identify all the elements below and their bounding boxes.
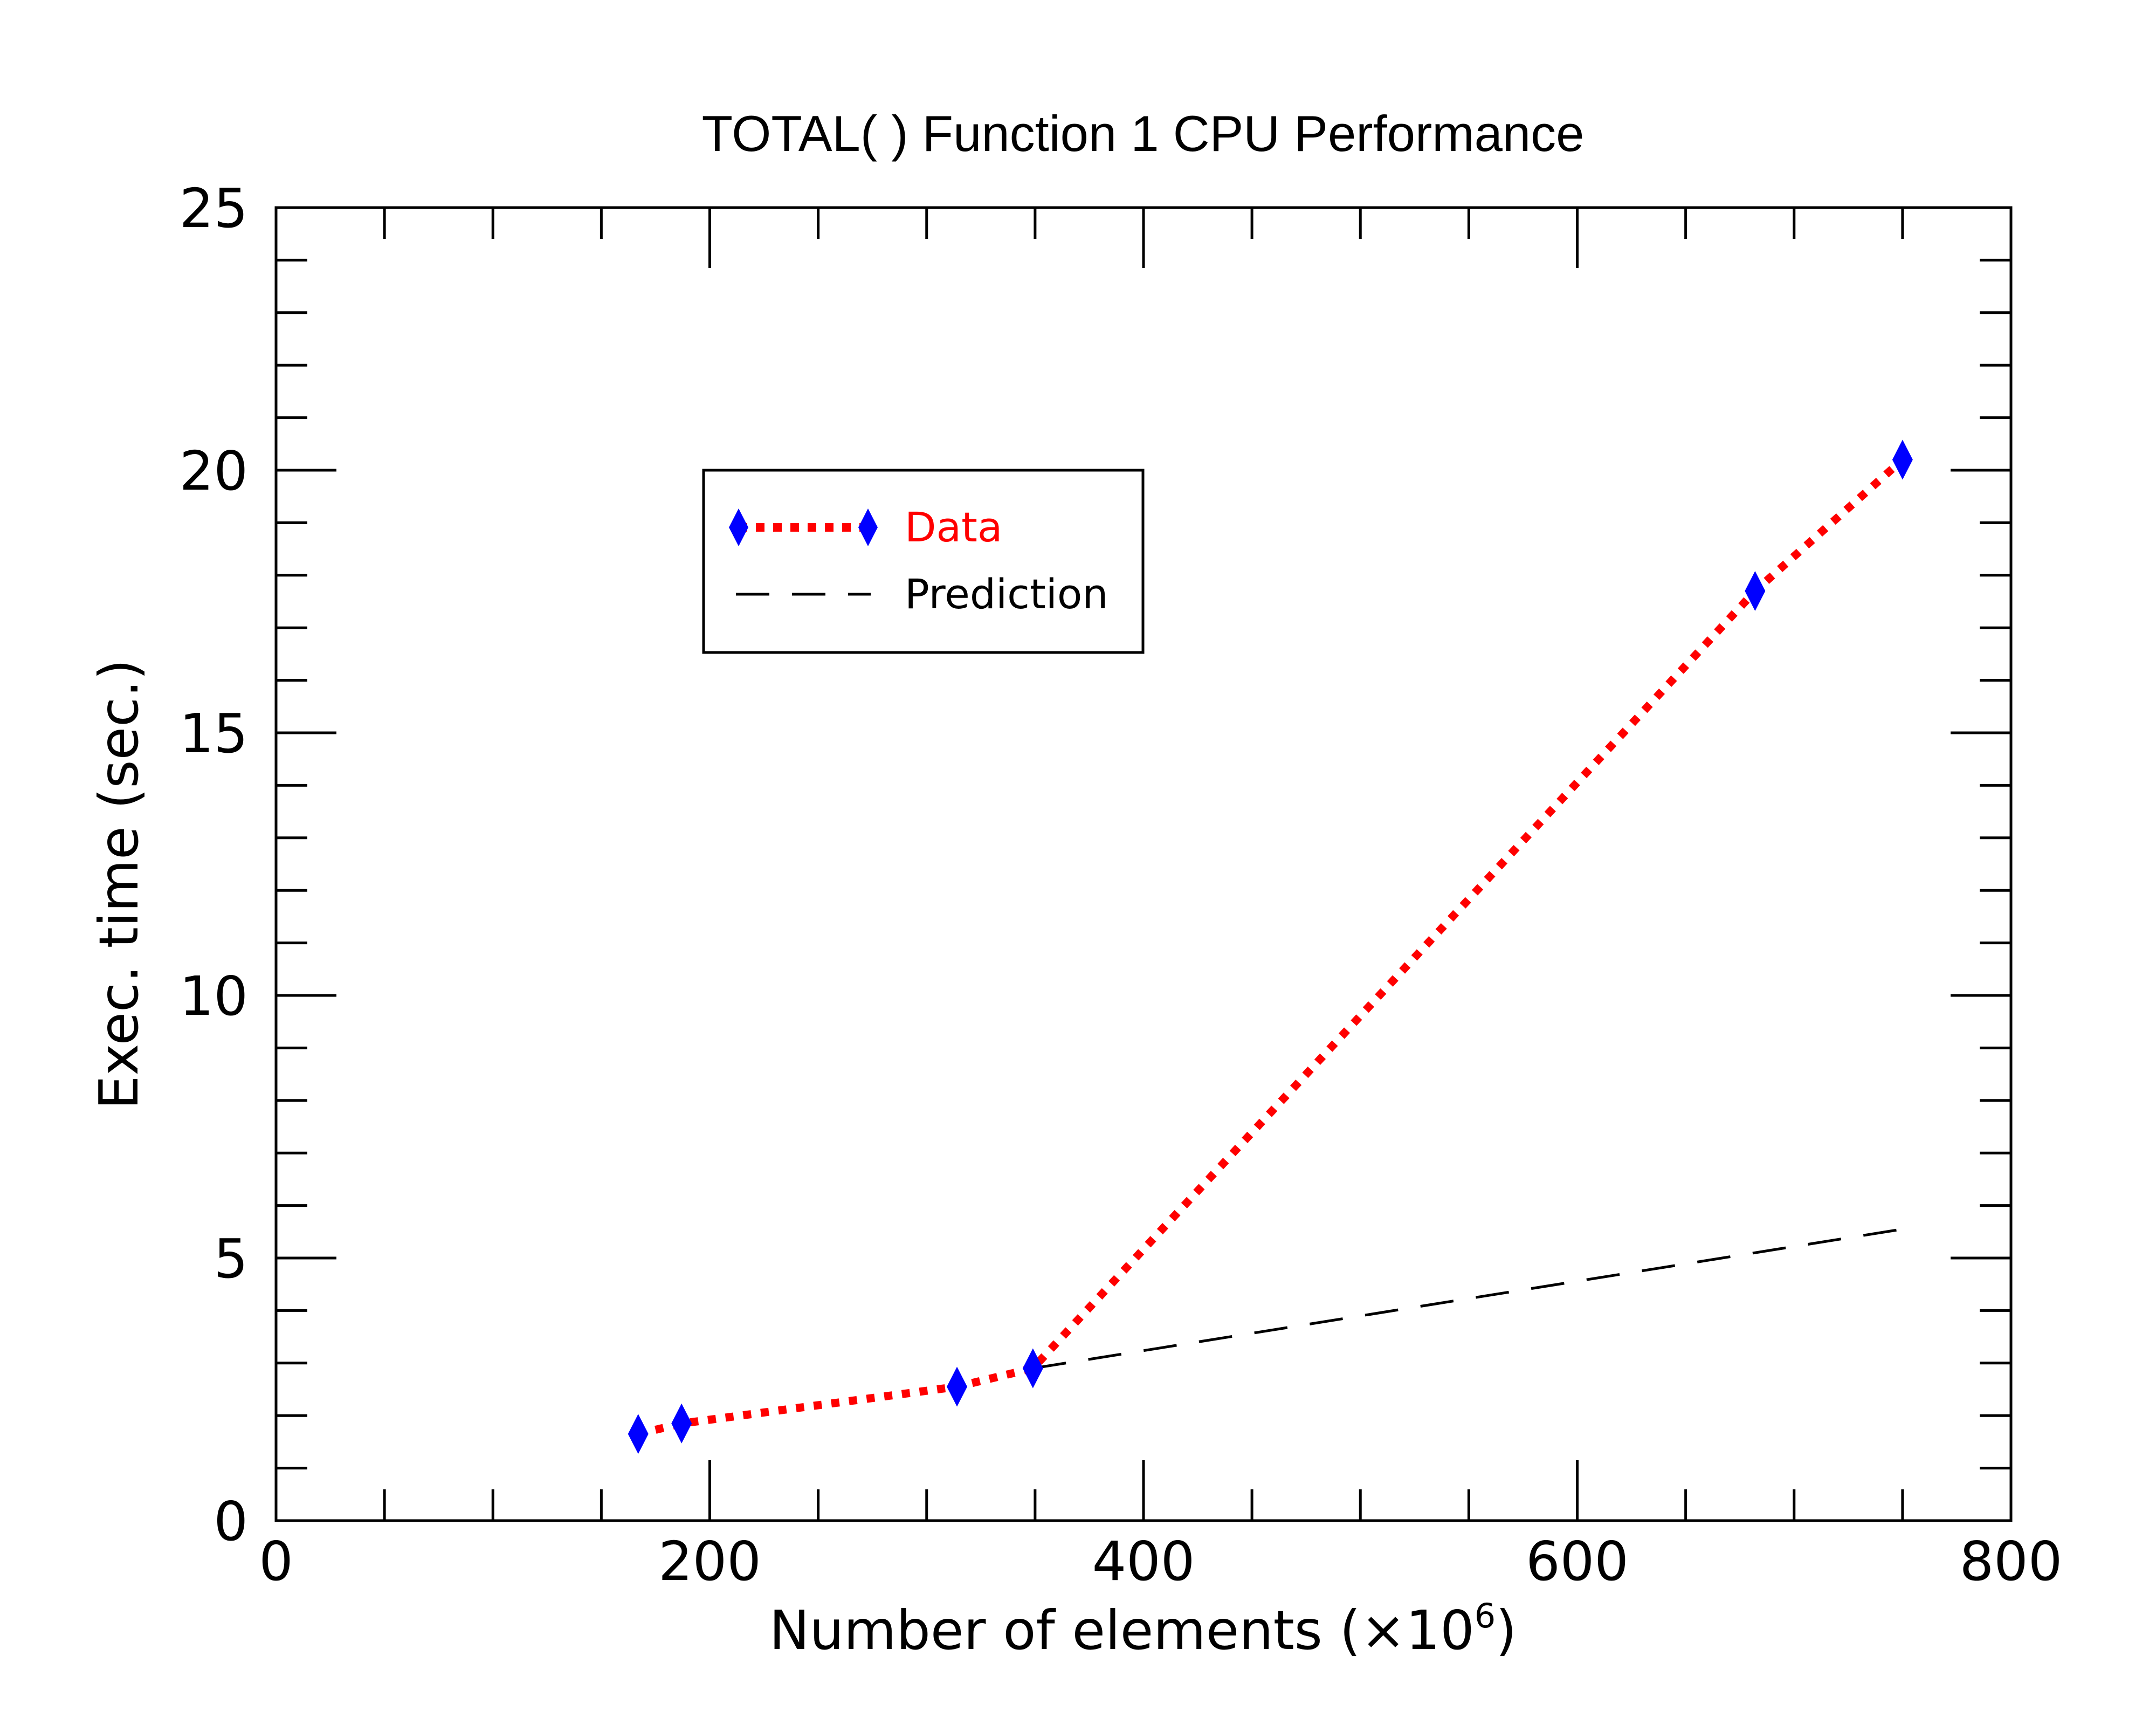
data-point bbox=[1745, 571, 1766, 611]
plot-area: 0 200 400 600 800 0 5 10 15 20 25 bbox=[180, 177, 2063, 1593]
x-tick-label: 800 bbox=[1960, 1530, 2063, 1593]
y-tick-label: 25 bbox=[180, 177, 248, 240]
data-point bbox=[1892, 439, 1913, 480]
x-tick-label: 600 bbox=[1526, 1530, 1629, 1593]
prediction-line bbox=[1032, 1227, 1903, 1370]
data-point bbox=[1022, 1348, 1043, 1389]
y-axis-label: Exec. time (sec.) bbox=[87, 659, 150, 1110]
tick-marks bbox=[274, 206, 2013, 1522]
x-axis-label-text: Number of elements (×10 bbox=[769, 1599, 1475, 1662]
x-tick-label: 400 bbox=[1092, 1530, 1195, 1593]
legend-data-marker-left bbox=[729, 508, 748, 546]
y-tick-label: 10 bbox=[180, 965, 248, 1028]
y-tick-label: 15 bbox=[180, 702, 248, 765]
data-point bbox=[671, 1403, 692, 1444]
legend: Data Prediction bbox=[702, 469, 1145, 654]
x-axis-label-suffix: ) bbox=[1496, 1599, 1517, 1662]
legend-data-marker-right bbox=[858, 508, 878, 546]
x-axis-label: Number of elements (×106) bbox=[769, 1596, 1517, 1662]
legend-box bbox=[702, 469, 1145, 654]
y-tick-label: 5 bbox=[213, 1227, 248, 1290]
data-point bbox=[947, 1366, 968, 1407]
data-point bbox=[628, 1414, 649, 1454]
plot-frame bbox=[274, 206, 2013, 1522]
y-tick-label: 20 bbox=[180, 439, 248, 503]
y-tick-label: 0 bbox=[213, 1490, 248, 1553]
series-markers bbox=[628, 439, 1913, 1454]
x-axis-label-exponent: 6 bbox=[1475, 1596, 1496, 1635]
legend-prediction-label: Prediction bbox=[905, 570, 1108, 618]
chart-title: TOTAL( ) Function 1 CPU Performance bbox=[702, 105, 1585, 162]
x-tick-label: 200 bbox=[658, 1530, 761, 1593]
tick-labels: 0 200 400 600 800 0 5 10 15 20 25 bbox=[180, 177, 2063, 1593]
legend-data-label: Data bbox=[905, 503, 1002, 551]
x-tick-label: 0 bbox=[259, 1530, 293, 1593]
